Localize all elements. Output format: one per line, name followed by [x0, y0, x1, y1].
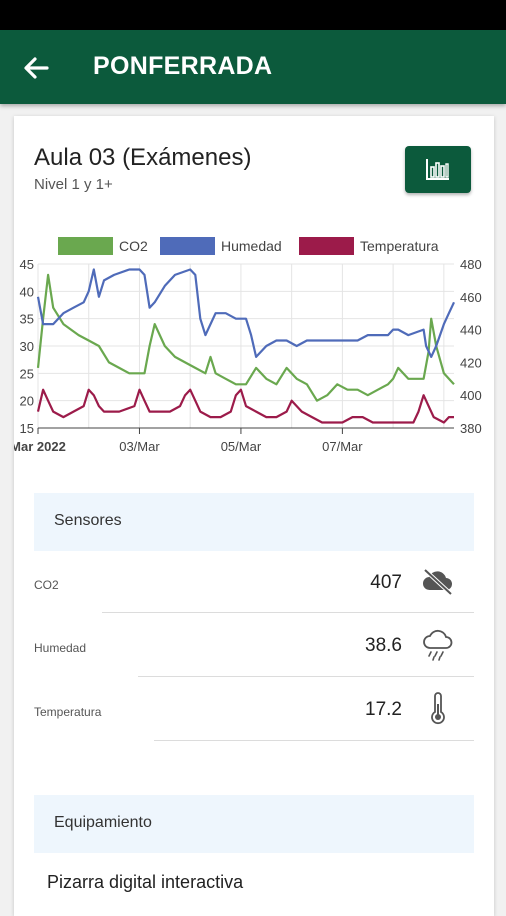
room-card: Aula 03 (Exámenes) Nivel 1 y 1+ 15 20 25 30…	[14, 116, 494, 916]
app-bar: PONFERRADA	[0, 30, 506, 104]
sensor-history-chart[interactable]: 15 20 25 30 35 40 45 380 400 420 440 460 480 Mar 2022…	[14, 116, 494, 476]
y-right-tick-label: 460	[460, 290, 482, 305]
room-title: Aula 03 (Exámenes)	[34, 144, 252, 171]
divider	[154, 740, 474, 741]
y-left-tick-label: 30	[20, 339, 34, 354]
page-title: PONFERRADA	[93, 52, 273, 80]
x-tick-label: 07/Mar	[322, 439, 363, 454]
equipment-section-header: Equipamiento	[34, 795, 474, 853]
status-bar	[0, 0, 506, 30]
legend-label-temperatura: Temperatura	[360, 238, 439, 254]
sensor-label: Humedad	[34, 641, 87, 655]
y-left-tick-label: 35	[20, 312, 34, 327]
chart-button[interactable]	[405, 146, 471, 193]
sensor-label: Temperatura	[34, 705, 102, 719]
divider	[138, 676, 474, 677]
x-tick-label: 03/Mar	[119, 439, 160, 454]
y-right-tick-label: 400	[460, 388, 482, 403]
sensor-value: 17.2	[365, 699, 402, 720]
arrow-left-icon	[24, 57, 49, 79]
room-subtitle: Nivel 1 y 1+	[34, 176, 113, 193]
legend-label-humedad: Humedad	[221, 238, 282, 254]
x-tick-label: Mar 2022	[14, 439, 66, 454]
back-button[interactable]	[20, 52, 52, 84]
sensor-value: 407	[370, 572, 402, 593]
thermometer-icon	[431, 692, 445, 725]
y-right-tick-label: 440	[460, 323, 482, 338]
equipment-section-title: Equipamiento	[54, 814, 152, 831]
y-left-tick-label: 15	[20, 421, 34, 436]
cloud-rain-icon	[423, 629, 453, 661]
x-tick-label: 05/Mar	[221, 439, 262, 454]
y-left-tick-label: 45	[20, 257, 34, 272]
divider	[102, 612, 474, 613]
y-left-tick-label: 40	[20, 284, 34, 299]
series-line-humedad	[36, 268, 455, 358]
y-left-tick-label: 25	[20, 366, 34, 381]
legend-swatch-temperatura	[299, 237, 354, 255]
cloud-off-icon	[422, 568, 453, 596]
sensors-section-header: Sensores	[34, 493, 474, 551]
y-left-tick-label: 20	[20, 394, 34, 409]
legend-label-co2: CO2	[119, 238, 148, 254]
bar-chart-icon	[426, 159, 449, 180]
series-line-co2	[36, 273, 455, 402]
series-line-temperatura	[36, 388, 454, 424]
sensors-section-title: Sensores	[54, 512, 122, 529]
legend-swatch-humedad	[160, 237, 215, 255]
sensor-value: 38.6	[365, 635, 402, 656]
legend-swatch-co2	[58, 237, 113, 255]
y-right-tick-label: 380	[460, 421, 482, 436]
y-right-tick-label: 420	[460, 355, 482, 370]
y-right-tick-label: 480	[460, 257, 482, 272]
equipment-item: Pizarra digital interactiva	[47, 872, 244, 892]
sensor-label: CO2	[34, 578, 59, 592]
